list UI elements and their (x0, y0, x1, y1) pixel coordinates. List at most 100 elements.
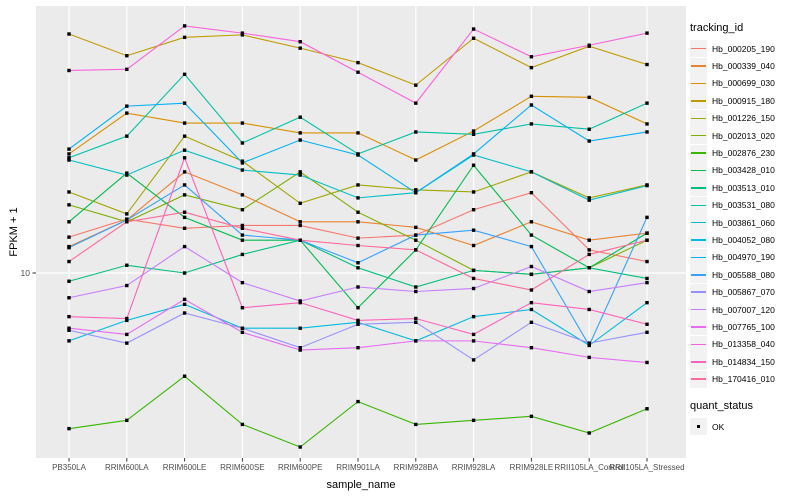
x-tick-label: RRIM600LE (163, 463, 207, 472)
legend-key (690, 370, 707, 388)
legend-item-label: Hb_007007_120 (712, 304, 775, 315)
data-point-Hb_002876_230 (356, 399, 360, 404)
data-point-Hb_002876_230 (645, 407, 649, 411)
data-point-Hb_170416_010 (645, 238, 649, 242)
data-point-Hb_005588_080 (587, 343, 591, 348)
x-tick-label: RRIM901LA (336, 463, 380, 472)
legend-item-Hb_000699_030: Hb_000699_030 (690, 74, 800, 92)
data-point-Hb_000915_180 (645, 62, 649, 67)
data-point-Hb_000205_190 (67, 235, 71, 239)
data-point-Hb_002876_230 (125, 418, 129, 423)
data-point-Hb_170416_010 (67, 259, 71, 264)
legend-key (690, 301, 707, 319)
data-point-Hb_002876_230 (298, 445, 302, 449)
data-point-Hb_002876_230 (529, 414, 534, 419)
data-point-Hb_003513_010 (471, 268, 476, 273)
series-color-line-icon (691, 169, 706, 172)
x-tick-label: PB350LA (52, 463, 86, 472)
legend-item-label: Hb_002876_230 (712, 148, 775, 159)
legend-key (690, 196, 707, 214)
series-color-line-icon (691, 117, 706, 120)
legend-item-Hb_003531_080: Hb_003531_080 (690, 196, 800, 214)
data-point-Hb_003428_010 (182, 215, 187, 220)
legend-item-Hb_001226_150: Hb_001226_150 (690, 109, 800, 127)
legend-item-Hb_007765_100: Hb_007765_100 (690, 318, 800, 336)
data-point-Hb_013358_040 (356, 70, 360, 74)
data-point-Hb_003861_060 (240, 168, 245, 172)
data-point-Hb_005867_070 (182, 311, 187, 315)
data-point-Hb_001226_150 (414, 188, 418, 192)
x-tick-label: RRIM600PE (278, 463, 322, 472)
legend-item-label: Hb_013358_040 (712, 339, 775, 350)
legend-key (690, 283, 707, 301)
legend-item-label: Hb_000915_180 (712, 95, 775, 106)
legend-item-Hb_000205_190: Hb_000205_190 (690, 40, 800, 58)
data-point-Hb_170416_010 (125, 220, 129, 224)
series-color-line-icon (691, 204, 706, 206)
data-point-Hb_170416_010 (529, 288, 534, 292)
series-color-line-icon (691, 239, 706, 241)
data-point-Hb_000915_180 (356, 60, 360, 65)
data-point-Hb_000915_180 (298, 46, 302, 50)
data-point-Hb_001226_150 (356, 183, 360, 187)
data-point-Hb_000699_030 (587, 95, 591, 100)
legend-item-label: Hb_170416_010 (712, 374, 775, 385)
data-point-Hb_013358_040 (298, 40, 302, 44)
legend-item-Hb_014834_150: Hb_014834_150 (690, 353, 800, 371)
data-point-Hb_007765_100 (414, 339, 418, 343)
data-point-Hb_004052_080 (645, 300, 649, 305)
data-point-Hb_013358_040 (471, 27, 476, 31)
data-point-Hb_007765_100 (356, 346, 360, 350)
data-point-Hb_002876_230 (587, 431, 591, 435)
data-point-Hb_004052_080 (471, 314, 476, 319)
data-point-Hb_003531_080 (471, 132, 476, 136)
data-point-Hb_004052_080 (529, 307, 534, 312)
data-point-Hb_005867_070 (240, 326, 245, 330)
legend-item-label: Hb_004052_080 (712, 234, 775, 245)
data-point-Hb_007765_100 (182, 297, 187, 302)
legend-item-label: Hb_003861_060 (712, 217, 775, 228)
data-point-Hb_005588_080 (182, 183, 187, 187)
data-point-Hb_007765_100 (67, 326, 71, 330)
x-axis-title: sample_name (326, 479, 396, 491)
series-color-line-icon (691, 308, 706, 311)
data-point-Hb_004052_080 (182, 302, 187, 307)
data-point-Hb_000699_030 (529, 94, 534, 98)
series-color-line-icon (691, 326, 706, 328)
data-point-Hb_000339_040 (240, 193, 245, 197)
data-point-Hb_003428_010 (125, 171, 129, 175)
data-point-Hb_000339_040 (356, 220, 360, 224)
legend-key (690, 127, 707, 145)
data-point-Hb_000339_040 (182, 170, 187, 174)
data-point-Hb_000915_180 (182, 35, 187, 40)
data-point-Hb_003531_080 (645, 101, 649, 105)
data-point-Hb_013358_040 (240, 31, 245, 35)
legend-item-label: Hb_004970_190 (712, 252, 775, 263)
data-point-Hb_014834_150 (529, 300, 534, 305)
data-point-Hb_014834_150 (298, 300, 302, 305)
data-point-Hb_000699_030 (471, 129, 476, 133)
data-point-Hb_005588_080 (471, 228, 476, 232)
data-point-Hb_000339_040 (471, 243, 476, 248)
data-point-Hb_002013_020 (414, 238, 418, 242)
series-color-line-icon (691, 378, 706, 380)
data-point-Hb_000205_190 (298, 223, 302, 228)
legend-item-Hb_005867_070: Hb_005867_070 (690, 283, 800, 301)
legend-item-label: Hb_005588_080 (712, 269, 775, 280)
data-point-Hb_001226_150 (471, 190, 476, 194)
series-color-line-icon (691, 274, 706, 276)
data-point-Hb_013358_040 (182, 24, 187, 28)
data-point-Hb_003513_010 (529, 272, 534, 277)
data-point-Hb_004052_080 (356, 320, 360, 325)
data-point-Hb_013358_040 (414, 101, 418, 105)
data-point-Hb_013358_040 (587, 43, 591, 47)
data-point-Hb_002876_230 (414, 422, 418, 427)
series-color-line-icon (691, 134, 706, 137)
data-point-Hb_005867_070 (529, 320, 534, 325)
data-point-Hb_003428_010 (471, 163, 476, 167)
legend-title-tracking-id: tracking_id (690, 22, 744, 34)
data-point-Hb_000699_030 (182, 121, 187, 125)
x-tick-label: RRII105LA_Stressed (609, 463, 684, 472)
data-point-Hb_007007_120 (587, 289, 591, 294)
data-point-Hb_004970_190 (67, 147, 71, 151)
